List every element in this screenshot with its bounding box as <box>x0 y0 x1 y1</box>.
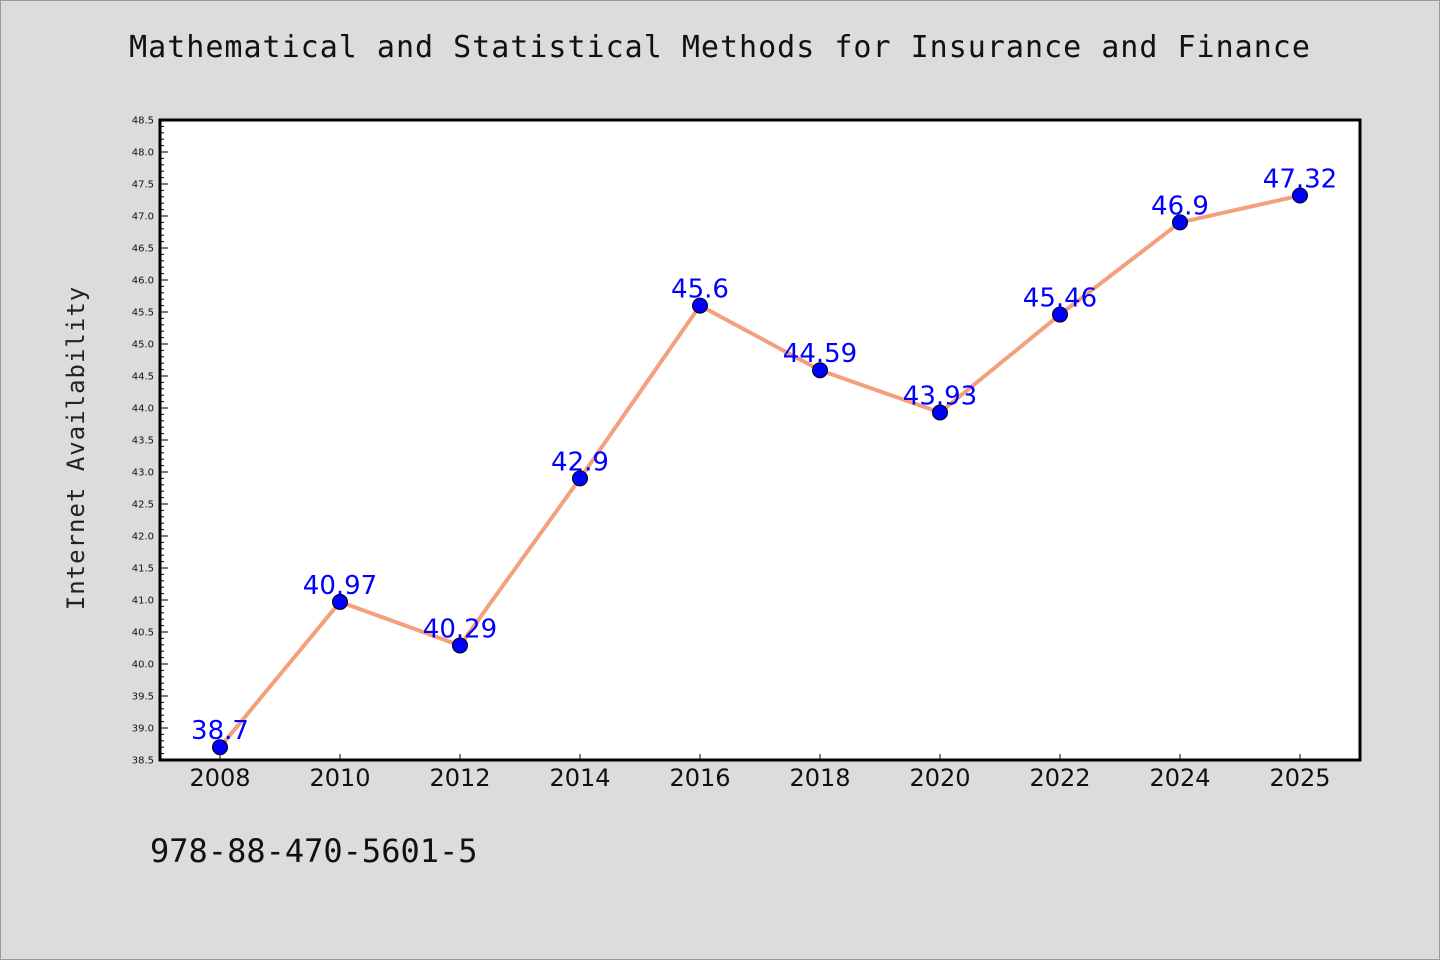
x-tick-label: 2022 <box>1029 764 1090 792</box>
y-tick-label: 44.5 <box>132 372 154 383</box>
y-tick-label: 48.0 <box>132 148 154 159</box>
y-tick-label: 38.5 <box>132 756 154 767</box>
data-point <box>572 470 588 487</box>
x-tick-label: 2016 <box>669 764 730 792</box>
data-label: 44.59 <box>783 339 857 369</box>
y-tick-label: 42.5 <box>132 500 154 511</box>
y-tick-label: 43.5 <box>132 436 154 447</box>
data-label: 38.7 <box>191 716 249 746</box>
plot-border <box>158 118 1362 762</box>
y-tick-label: 44.0 <box>132 404 154 415</box>
y-tick-label: 47.5 <box>132 180 154 191</box>
y-tick-label: 48.5 <box>132 116 154 127</box>
y-tick-label: 46.0 <box>132 276 154 287</box>
data-label: 47.32 <box>1263 165 1337 195</box>
data-label: 42.9 <box>551 447 609 477</box>
x-tick-label: 2025 <box>1269 764 1330 792</box>
data-label: 45.6 <box>671 275 729 305</box>
x-tick-label: 2020 <box>909 764 970 792</box>
y-tick-label: 41.5 <box>132 564 154 575</box>
y-tick-label: 45.0 <box>132 340 154 351</box>
x-tick-label: 2008 <box>189 764 250 792</box>
y-tick-label: 43.0 <box>132 468 154 479</box>
data-label: 40.29 <box>423 614 497 644</box>
x-tick-label: 2014 <box>549 764 610 792</box>
data-label: 43.93 <box>903 381 977 411</box>
data-labels: 38.7 40.97 40.29 42.9 45.6 44.59 43.93 45.46 46.… <box>191 165 1337 747</box>
y-tick-label: 46.5 <box>132 244 154 255</box>
data-point <box>692 297 708 314</box>
y-axis-ticks: 38.5 39.0 39.5 40.0 40.5 41.0 41.5 42.0 42.5 43.0… <box>132 116 168 767</box>
data-point <box>812 362 828 379</box>
data-point <box>332 593 348 610</box>
x-tick-label: 2010 <box>309 764 370 792</box>
data-label: 46.9 <box>1151 191 1209 221</box>
data-point <box>452 637 468 654</box>
data-point <box>1052 306 1068 323</box>
y-tick-label: 39.5 <box>132 692 154 703</box>
plot-area <box>160 120 1360 760</box>
y-tick-label: 40.5 <box>132 628 154 639</box>
x-tick-label: 2018 <box>789 764 850 792</box>
data-label: 40.97 <box>303 571 377 601</box>
data-point <box>1292 187 1308 204</box>
y-tick-label: 45.5 <box>132 308 154 319</box>
data-label: 45.46 <box>1023 284 1097 314</box>
data-point <box>932 404 948 421</box>
isbn-footnote: 978-88-470-5601-5 <box>150 832 478 870</box>
x-axis-ticks: 2008 2010 2012 2014 2016 2018 2020 2022 2024 2025 <box>189 754 1331 792</box>
series-markers <box>212 187 1308 756</box>
y-tick-label: 40.0 <box>132 660 154 671</box>
y-tick-label: 41.0 <box>132 596 154 607</box>
series-line <box>218 193 1301 749</box>
data-point <box>1172 214 1188 231</box>
y-tick-label: 47.0 <box>132 212 154 223</box>
y-tick-label: 42.0 <box>132 532 154 543</box>
chart-title: Mathematical and Statistical Methods for… <box>129 30 1311 65</box>
data-point <box>212 739 228 756</box>
x-tick-label: 2012 <box>429 764 490 792</box>
y-tick-label: 39.0 <box>132 724 154 735</box>
x-tick-label: 2024 <box>1149 764 1210 792</box>
